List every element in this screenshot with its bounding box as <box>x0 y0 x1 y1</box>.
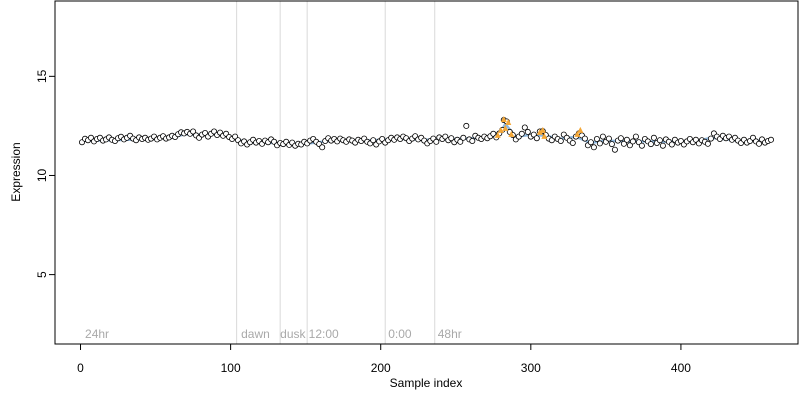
data-point <box>768 136 775 143</box>
data-point <box>533 135 540 142</box>
data-point <box>319 144 326 151</box>
y-axis-label: Expression <box>9 142 23 201</box>
highlight-point <box>494 131 501 138</box>
data-point <box>587 139 594 146</box>
data-point <box>608 141 615 148</box>
data-point <box>620 140 627 147</box>
data-point <box>518 130 525 137</box>
highlight-point <box>539 126 546 133</box>
highlight-point <box>505 118 512 125</box>
data-point <box>611 146 618 153</box>
data-point <box>707 135 714 142</box>
highlight-point <box>577 126 584 133</box>
x-tick-label: 0 <box>77 361 84 375</box>
x-axis: 0 100 200 300 400 <box>77 343 691 375</box>
data-point <box>668 141 675 148</box>
data-point <box>433 138 440 145</box>
y-tick-label: 15 <box>35 69 49 83</box>
data-point <box>593 135 600 142</box>
x-axis-label: Sample index <box>390 376 463 390</box>
region-label: 48hr <box>438 327 462 341</box>
region-label: 24hr <box>85 327 109 341</box>
highlight-point <box>536 128 543 135</box>
data-point <box>370 137 377 144</box>
highlight-point <box>500 115 507 122</box>
data-point <box>521 124 528 131</box>
y-tick-label: 10 <box>35 168 49 182</box>
data-point <box>647 141 654 148</box>
data-point <box>460 134 467 141</box>
y-tick-label: 5 <box>35 271 49 278</box>
x-tick-label: 400 <box>671 361 691 375</box>
x-tick-label: 300 <box>521 361 541 375</box>
data-point <box>617 135 624 142</box>
highlight-point <box>541 132 548 139</box>
data-point <box>569 139 576 146</box>
highlight-point <box>508 130 515 137</box>
x-tick-label: 100 <box>221 361 241 375</box>
data-point <box>581 135 588 142</box>
data-point <box>756 140 763 147</box>
data-point <box>469 137 476 144</box>
data-point <box>659 142 666 149</box>
region-label: 12:00 <box>309 327 339 341</box>
x-tick-label: 200 <box>371 361 391 375</box>
region-label: dusk <box>280 327 306 341</box>
data-point <box>632 133 639 140</box>
data-points <box>79 117 775 153</box>
highlight-point <box>574 130 581 137</box>
data-point <box>629 138 636 145</box>
region-markers: 24hr dawn dusk 12:00 0:00 48hr <box>85 1 462 344</box>
highlight-points <box>494 115 584 139</box>
plot-frame <box>54 0 799 345</box>
region-label: 0:00 <box>388 327 412 341</box>
data-point <box>626 142 633 149</box>
data-point <box>599 133 606 140</box>
data-point <box>656 137 663 144</box>
data-point <box>596 140 603 147</box>
data-point <box>623 136 630 143</box>
data-point <box>463 122 470 129</box>
data-point <box>590 144 597 151</box>
data-point <box>557 137 564 144</box>
highlight-point <box>502 124 509 131</box>
data-point <box>605 135 612 142</box>
highlight-point <box>497 126 504 133</box>
data-point <box>650 134 657 141</box>
data-point <box>524 128 531 135</box>
data-point <box>638 142 645 149</box>
data-point <box>190 128 197 135</box>
data-point <box>448 135 455 142</box>
y-axis: 5 10 15 <box>35 69 56 278</box>
data-point <box>704 140 711 147</box>
data-point <box>457 138 464 145</box>
region-label: dawn <box>241 327 270 341</box>
